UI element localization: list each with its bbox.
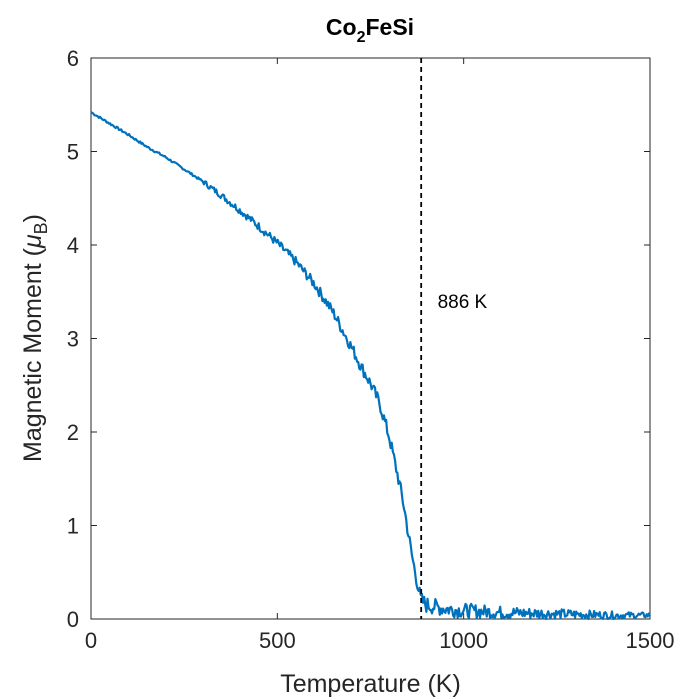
y-axis: 0 1 2 3 4 5 6 xyxy=(67,46,650,632)
x-tick-label: 1000 xyxy=(439,628,488,653)
y-tick-label: 0 xyxy=(67,607,79,632)
y-axis-label-subscript: B xyxy=(31,222,51,234)
y-axis-label-suffix: ) xyxy=(19,214,47,222)
series-line xyxy=(90,111,652,621)
x-tick-label: 500 xyxy=(259,628,296,653)
y-tick-label: 3 xyxy=(67,327,79,352)
x-tick-label: 0 xyxy=(85,628,97,653)
annotation-886k: 886 K xyxy=(438,292,488,313)
y-axis-label-symbol: μ xyxy=(19,234,47,249)
y-tick-label: 1 xyxy=(67,514,79,539)
chart-title: Co2FeSi xyxy=(326,14,414,46)
x-tick-label: 1500 xyxy=(626,628,675,653)
chart-title-rest: FeSi xyxy=(366,14,415,40)
y-tick-label: 6 xyxy=(67,46,79,71)
x-axis: 0 500 1000 1500 xyxy=(85,58,675,653)
plot-area xyxy=(90,57,651,620)
x-axis-label: Temperature (K) xyxy=(280,670,461,698)
chart-title-subscript: 2 xyxy=(357,29,366,46)
y-tick-label: 5 xyxy=(67,140,79,165)
y-axis-label: Magnetic Moment (μB) xyxy=(19,214,51,462)
y-axis-label-prefix: Magnetic Moment ( xyxy=(19,247,47,462)
y-tick-label: 4 xyxy=(67,233,79,258)
y-tick-label: 2 xyxy=(67,420,79,445)
chart-title-main: Co xyxy=(326,14,357,40)
